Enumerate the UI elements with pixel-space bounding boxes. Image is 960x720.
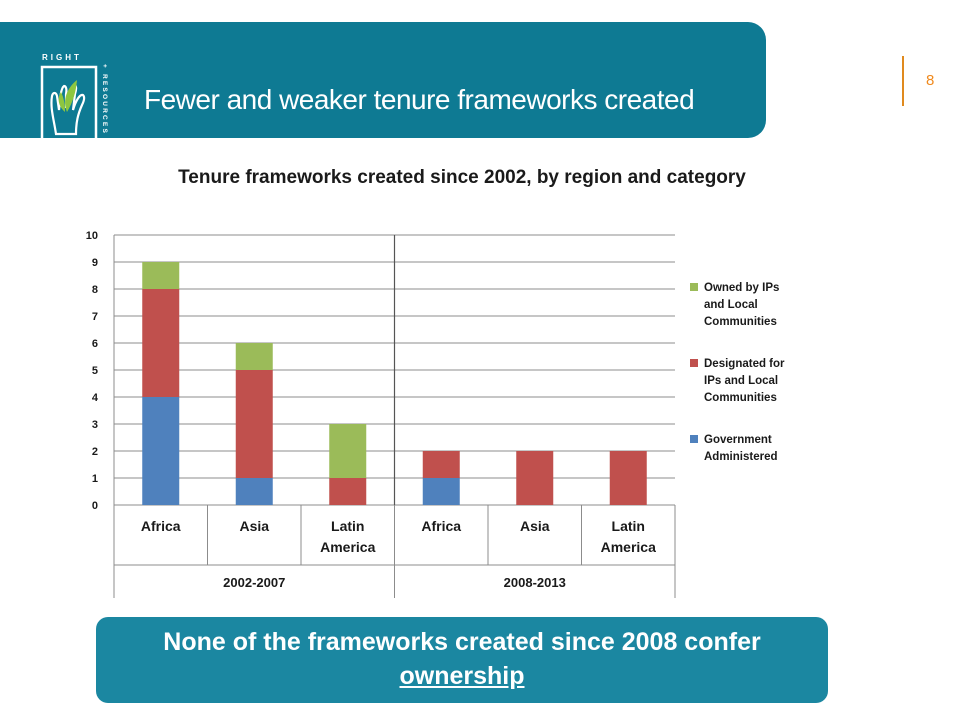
legend-label-line: and Local: [704, 299, 758, 311]
y-tick-label: 4: [92, 392, 99, 404]
bar-segment: [516, 451, 554, 505]
slide-title: Fewer and weaker tenure frameworks creat…: [144, 84, 695, 115]
x-tick-label: Latin America: [601, 518, 656, 555]
x-tick-label: Asia: [520, 518, 550, 534]
y-tick-label: 7: [92, 311, 98, 323]
x-tick-label-line: Africa: [141, 518, 181, 534]
chart-title: Tenure frameworks created since 2002, by…: [178, 167, 746, 188]
legend-label: Owned by IPs and Local Communities: [704, 282, 779, 328]
y-tick-label: 9: [92, 257, 98, 269]
group-label: 2002-2007: [223, 575, 285, 590]
x-tick-label-line: Asia: [520, 518, 550, 534]
x-tick-label: Asia: [239, 518, 269, 534]
chart-axes: [113, 235, 676, 598]
chart-bars: [142, 262, 647, 505]
bar-segment: [235, 370, 273, 478]
logo-wordmark-side: + RESOURCES: [101, 64, 108, 135]
legend-label-line: Owned by IPs: [704, 282, 779, 294]
y-tick-label: 1: [92, 473, 98, 485]
logo-frame: [40, 65, 98, 144]
x-axis-labels: Africa Asia Latin America Africa Asia Latin Ame…: [141, 518, 656, 590]
x-tick-label-line: Africa: [421, 518, 461, 534]
bar-segment: [329, 424, 367, 478]
callout-box: None of the frameworks created since 200…: [96, 617, 828, 703]
y-tick-label: 3: [92, 419, 98, 431]
legend-swatch: [690, 283, 698, 291]
logo-wordmark: RIGHT: [42, 53, 82, 62]
x-tick-label: Latin America: [320, 518, 375, 555]
x-tick-label: Africa: [141, 518, 181, 534]
bar-segment: [235, 343, 273, 370]
leaf-icon-small: [58, 92, 65, 112]
bar-segment: [142, 262, 180, 289]
legend-label-line: Communities: [704, 316, 777, 328]
legend-label-line: Designated for: [704, 358, 785, 370]
legend-label-line: IPs and Local: [704, 375, 778, 387]
bar-segment: [329, 478, 367, 505]
chart-legend: Owned by IPs and Local CommunitiesDesignat…: [690, 282, 785, 463]
bar-segment: [235, 478, 273, 505]
y-axis-ticks: 0 1 2 3 4 5 6 7 8 9 10: [86, 230, 99, 512]
bar-segment: [142, 289, 180, 397]
y-tick-label: 8: [92, 284, 98, 296]
x-tick-label-line: Latin: [331, 518, 364, 534]
callout-emphasis: ownership: [399, 662, 525, 690]
legend-label-line: Administered: [704, 451, 778, 463]
bar-segment: [142, 397, 180, 505]
y-tick-label: 0: [92, 500, 98, 512]
stacked-bar-chart: Tenure frameworks created since 2002, by…: [86, 167, 785, 598]
group-label: 2008-2013: [504, 575, 566, 590]
page-number: 8: [926, 72, 935, 89]
leaf-icon: [65, 80, 77, 112]
y-tick-label: 2: [92, 446, 98, 458]
slide-header: RIGHT + RESOURCES Fewer and weaker tenur…: [0, 22, 766, 144]
legend-swatch: [690, 435, 698, 443]
title-divider: [902, 56, 904, 106]
right-resources-logo: RIGHT + RESOURCES: [40, 53, 108, 144]
y-tick-label: 6: [92, 338, 98, 350]
x-tick-label-line: America: [320, 539, 375, 555]
legend-label-line: Government: [704, 434, 772, 446]
y-tick-label: 5: [92, 365, 98, 377]
x-tick-label: Africa: [421, 518, 461, 534]
legend-label: Designated for IPs and Local Communities: [704, 358, 785, 404]
bar-segment: [422, 451, 460, 478]
callout-text: None of the frameworks created since 200…: [163, 628, 761, 656]
legend-label: Government Administered: [704, 434, 778, 463]
x-tick-label-line: Asia: [239, 518, 269, 534]
x-tick-label-line: Latin: [612, 518, 645, 534]
x-tick-label-line: America: [601, 539, 656, 555]
bar-segment: [609, 451, 647, 505]
y-tick-label: 10: [86, 230, 98, 242]
bar-segment: [422, 478, 460, 505]
legend-swatch: [690, 359, 698, 367]
legend-label-line: Communities: [704, 392, 777, 404]
